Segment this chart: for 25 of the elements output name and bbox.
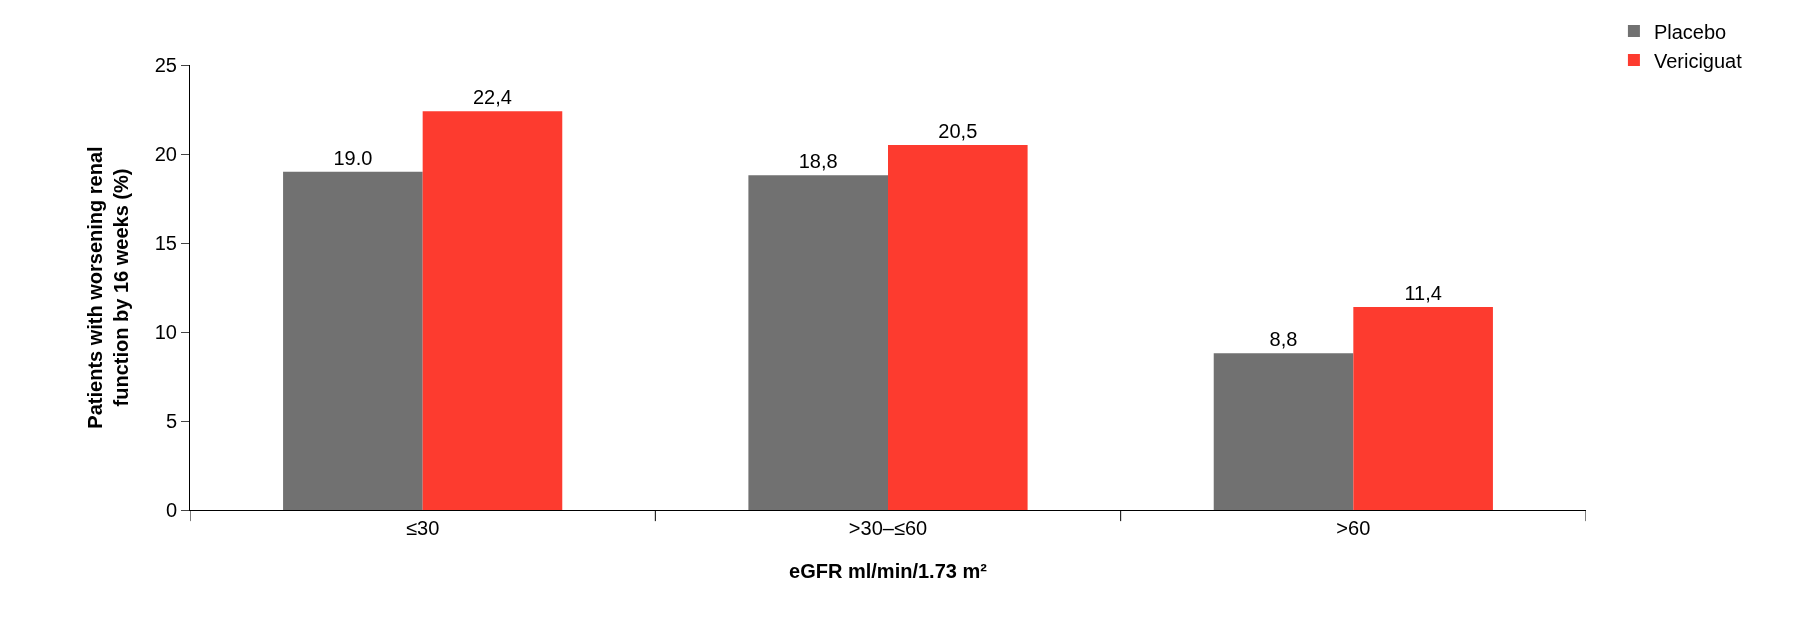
x-axis-title: eGFR ml/min/1.73 m² [789, 559, 988, 582]
y-tick-label: 5 [165, 410, 177, 432]
bar [748, 175, 888, 510]
bar [1353, 307, 1493, 510]
bar [888, 145, 1028, 510]
y-axis-title: Patients with worsening renal function by 16 weeks (%) [84, 146, 133, 429]
x-tick-label: ≤30 [406, 517, 440, 539]
data-label: 22,4 [473, 86, 512, 109]
data-label: 11,4 [1404, 282, 1442, 305]
bar [1213, 353, 1354, 510]
x-tick-label: >30–≤60 [848, 517, 928, 539]
y-tick-label: 15 [154, 232, 177, 254]
bar [283, 171, 423, 510]
data-label: 8,8 [1269, 328, 1298, 351]
y-tick-label: 10 [154, 321, 177, 343]
data-label: 20,5 [938, 120, 978, 143]
data-label: 18,8 [798, 150, 838, 173]
x-tick-label: >60 [1336, 517, 1371, 539]
y-tick-label: 0 [165, 499, 177, 521]
bar [422, 111, 563, 510]
y-tick-label: 25 [154, 54, 177, 76]
y-tick-label: 20 [154, 143, 177, 165]
legend-label: Vericiguat [1653, 49, 1743, 72]
legend-label: Placebo [1653, 20, 1727, 43]
data-label: 19.0 [333, 146, 373, 169]
